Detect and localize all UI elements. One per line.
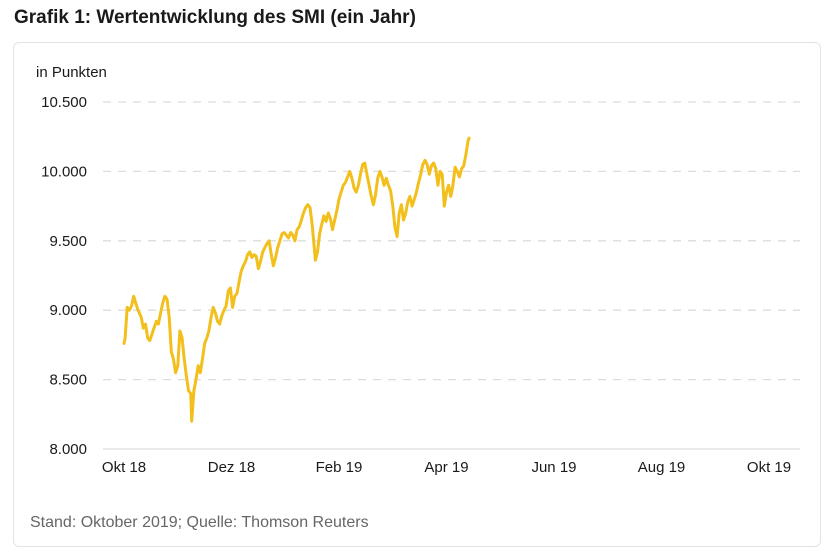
x-tick-label: Feb 19: [316, 459, 363, 476]
y-tick-label: 10.500: [41, 94, 87, 111]
y-axis-unit-label: in Punkten: [36, 64, 107, 81]
chart-title: Grafik 1: Wertentwicklung des SMI (ein J…: [14, 7, 416, 28]
y-tick-label: 9.000: [49, 302, 87, 319]
y-tick-label: 10.000: [41, 163, 87, 180]
source-note: Stand: Oktober 2019; Quelle: Thomson Reu…: [30, 514, 369, 531]
y-tick-label: 8.500: [49, 372, 87, 389]
x-tick-label: Aug 19: [638, 459, 686, 476]
x-axis-ticks: Okt 18 Dez 18 Feb 19 Apr 19 Jun 19 Aug 19 Okt …: [102, 459, 791, 476]
y-tick-label: 9.500: [49, 233, 87, 250]
x-tick-label: Okt 19: [747, 459, 791, 476]
y-tick-label: 8.000: [49, 441, 87, 458]
x-tick-label: Apr 19: [424, 459, 468, 476]
x-tick-label: Okt 18: [102, 459, 146, 476]
chart-card: [13, 42, 821, 547]
gridlines: [103, 101, 800, 450]
x-tick-label: Dez 18: [208, 459, 256, 476]
y-axis-ticks: 10.500 10.000 9.500 9.000 8.500 8.000: [41, 94, 87, 458]
smi-series-line: [122, 136, 471, 423]
x-tick-label: Jun 19: [531, 459, 576, 476]
